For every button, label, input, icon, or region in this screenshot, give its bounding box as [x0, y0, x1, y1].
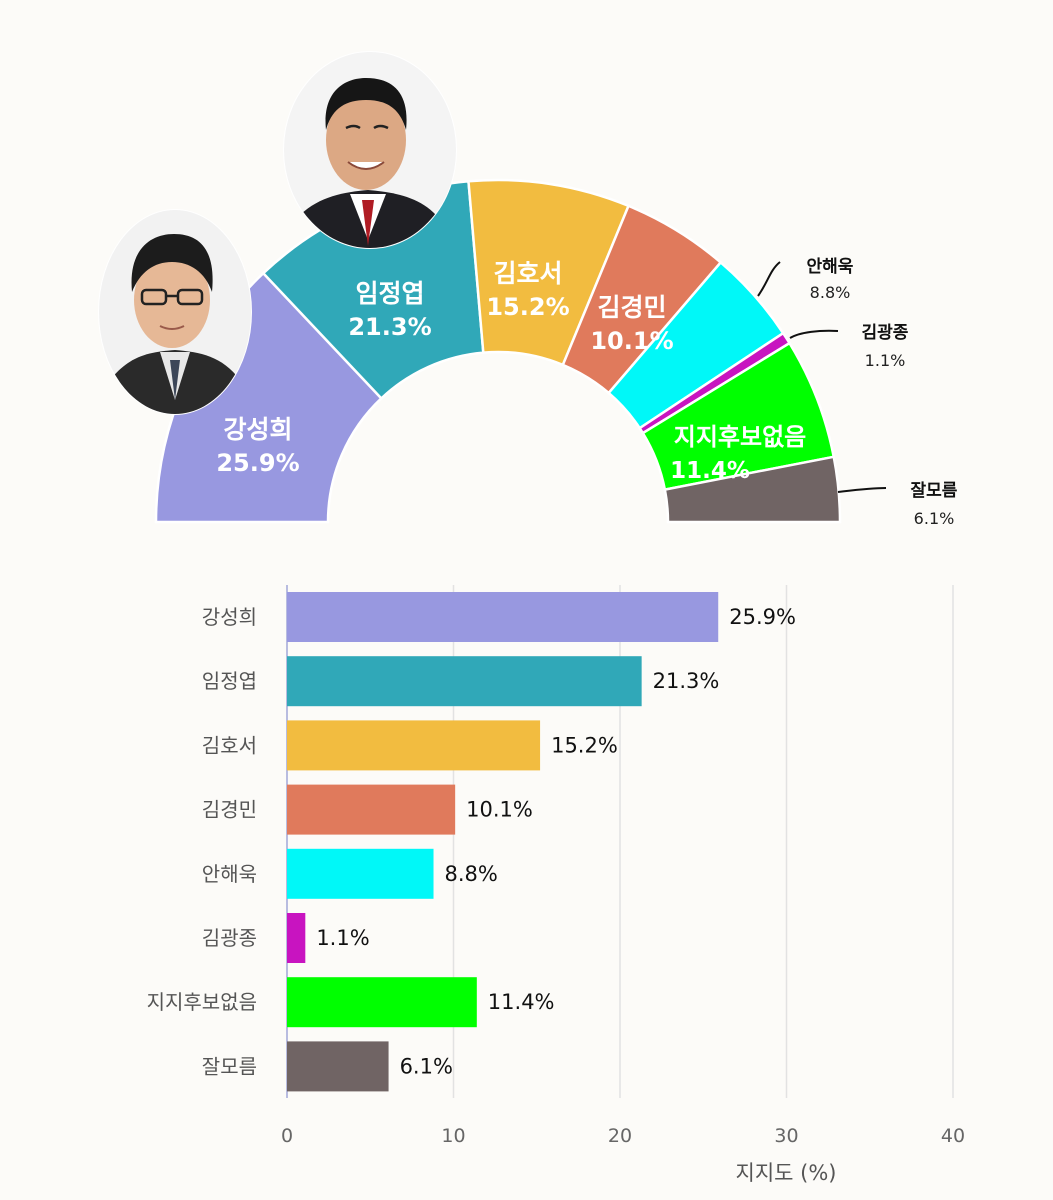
y-category-label: 지지후보없음: [147, 990, 257, 1014]
donut-label-name: 강성희: [223, 415, 292, 444]
donut-slice: [663, 455, 842, 524]
x-tick-label: 40: [941, 1125, 965, 1147]
y-category-label: 잘모름: [202, 1054, 257, 1078]
donut-label-value: 10.1%: [590, 327, 673, 355]
x-tick-label: 20: [608, 1125, 632, 1147]
y-category-label: 김경민: [202, 798, 257, 822]
donut-label-name: 김경민: [597, 293, 666, 322]
donut-slice-label: 김호서 15.2%: [486, 259, 569, 321]
callout-name: 안해욱: [807, 257, 854, 277]
y-category-label: 김호서: [202, 733, 257, 757]
bar: [287, 592, 719, 642]
y-category-label: 임정엽: [202, 669, 257, 693]
bar-chart: 0 10 20 30 40 강성희 25.9% 임정엽 21.3% 김호서 15.2% 김경민 10.1…: [147, 585, 965, 1185]
donut-label-value: 21.3%: [348, 313, 431, 341]
y-category-label: 김광종: [202, 926, 257, 950]
callout-line: [789, 329, 839, 339]
donut-slice-label: 강성희 25.9%: [216, 415, 299, 477]
bar-value-label: 6.1%: [400, 1054, 453, 1078]
donut-label-value: 15.2%: [486, 293, 569, 321]
callout-value: 6.1%: [914, 509, 955, 528]
y-category-label: 강성희: [202, 605, 257, 629]
bar-value-label: 11.4%: [488, 990, 555, 1014]
callout-value: 8.8%: [810, 283, 851, 302]
callout-line: [757, 261, 781, 297]
half-donut-chart: 강성희 25.9% 임정엽 21.3% 김호서 15.2% 김경민 10.1% 지지후보없음 11…: [154, 178, 958, 528]
bar: [287, 848, 434, 899]
x-tick-label: 30: [774, 1125, 798, 1147]
bar-value-label: 21.3%: [653, 669, 720, 693]
callout-name: 김광종: [862, 323, 909, 343]
bar: [287, 913, 306, 963]
bar: [287, 1041, 389, 1092]
callout-line: [837, 487, 887, 493]
x-tick-label: 10: [441, 1125, 465, 1147]
bar-value-label: 1.1%: [316, 926, 369, 950]
donut-label-name: 김호서: [493, 259, 562, 288]
bar-value-label: 8.8%: [445, 862, 498, 886]
donut-label-name: 지지후보없음: [674, 423, 806, 451]
donut-callout: 안해욱 8.8%: [757, 257, 854, 302]
bar-value-label: 25.9%: [729, 605, 796, 629]
bar: [287, 784, 456, 835]
donut-callout: 잘모름 6.1%: [837, 480, 958, 528]
donut-label-value: 25.9%: [216, 449, 299, 477]
candidate-photo: [283, 51, 457, 249]
bar-value-label: 15.2%: [551, 733, 618, 757]
callout-value: 1.1%: [865, 351, 906, 370]
bar-value-label: 10.1%: [466, 798, 533, 822]
donut-slice-label: 임정엽 21.3%: [348, 279, 431, 341]
x-tick-label: 0: [281, 1125, 293, 1147]
callout-name: 잘모름: [911, 480, 958, 501]
bar: [287, 720, 541, 771]
donut-slice-label: 지지후보없음 11.4%: [670, 423, 806, 484]
candidate-photos: [98, 51, 457, 415]
donut-callout: 김광종 1.1%: [789, 323, 909, 370]
y-category-label: 안해욱: [202, 862, 257, 886]
x-axis-title: 지지도 (%): [736, 1161, 837, 1185]
donut-label-name: 임정엽: [355, 279, 424, 308]
bar: [287, 977, 477, 1028]
bar: [287, 656, 642, 707]
donut-slice-label: 김경민 10.1%: [590, 293, 673, 355]
donut-label-value: 11.4%: [670, 458, 750, 484]
